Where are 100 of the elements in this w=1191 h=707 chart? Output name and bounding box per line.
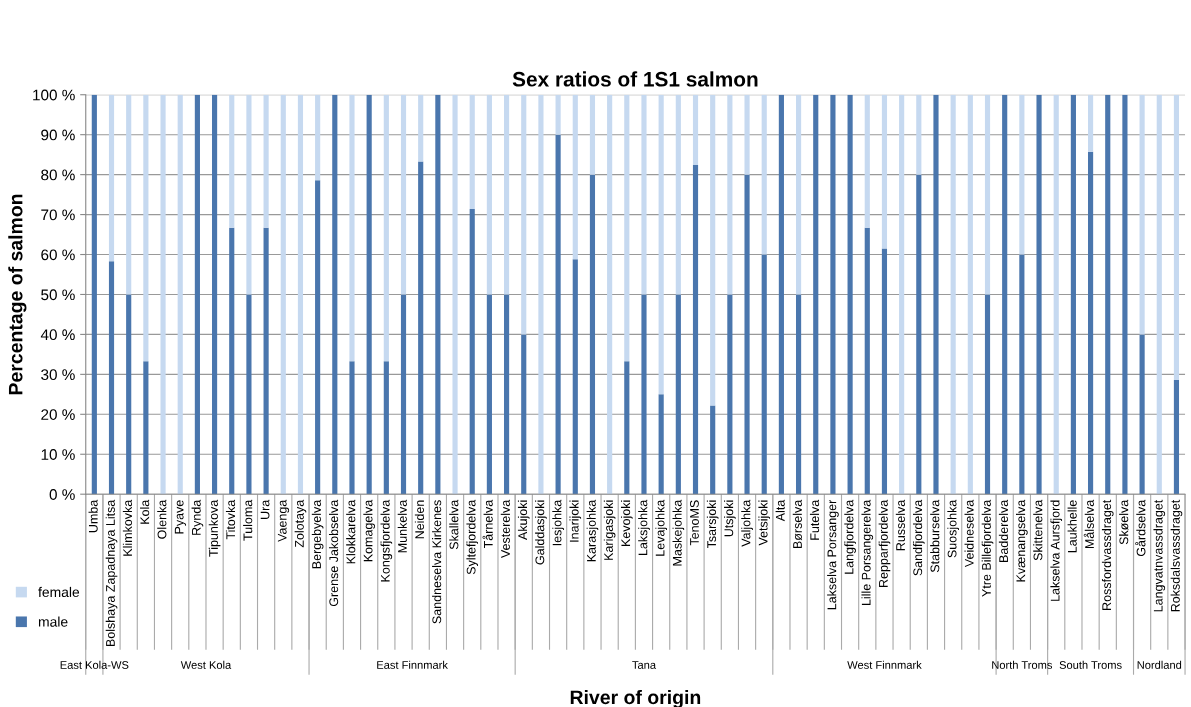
bar (744, 174, 750, 495)
bar (435, 94, 441, 495)
bar (108, 261, 115, 495)
bar (1002, 94, 1008, 495)
bar (486, 294, 492, 495)
x-tick-label: Laukhelle (1067, 500, 1077, 553)
bar (143, 94, 149, 362)
x-tick-label: Ytre Billefjordelva (981, 499, 994, 597)
bar (1139, 334, 1145, 495)
bar (108, 94, 115, 262)
y-tick-label: 70 % (41, 209, 75, 221)
x-tick-label: Sandneselva Kirkenes (432, 500, 442, 624)
bar (1173, 379, 1180, 495)
x-tick-label: Badderelva (998, 499, 1009, 562)
x-tick-label: Valjohka (741, 499, 753, 547)
bar (881, 248, 888, 495)
x-tick-label: Neiden (414, 500, 425, 539)
bar (212, 94, 218, 495)
bar (933, 94, 939, 495)
bar (1156, 94, 1162, 495)
bar (984, 94, 991, 295)
x-tick-label: Olenka (157, 499, 167, 539)
bar (263, 227, 269, 495)
text: North Troms (992, 660, 1053, 669)
text: South Troms (1059, 660, 1122, 669)
x-tick-label: Vaenga (277, 499, 290, 542)
bar (555, 94, 561, 135)
bar (246, 294, 252, 495)
x-tick-label: Akujoki (517, 500, 530, 541)
y-tick-label: 0 % (49, 489, 75, 500)
x-tick-label: Inarijoki (569, 500, 582, 542)
bar (418, 161, 424, 495)
bar (710, 94, 716, 406)
x-tick-label: Skøelva (1119, 499, 1129, 545)
y-axis-title: Percentage of salmon (8, 194, 27, 395)
x-tick-label: Komagelva (363, 499, 375, 562)
bar (589, 174, 596, 495)
bar (641, 294, 647, 495)
bar (315, 94, 321, 181)
bar (1122, 94, 1128, 495)
x-tick-label: Tsarsjoki (706, 500, 719, 549)
x-tick-label: Klimkovka (122, 499, 133, 556)
x-tick-label: Langfjordelva (844, 499, 856, 574)
text: Nordland (1137, 660, 1182, 669)
bar (504, 294, 510, 495)
x-tick-label: Galddasjoki (535, 500, 547, 565)
bar (796, 94, 802, 295)
x-tick-label: Grense Jakobselva (328, 499, 339, 607)
x-tick-label: Maskejohka (672, 499, 685, 566)
bar (177, 94, 183, 495)
bar (967, 94, 973, 495)
x-tick-label: Klokkarelva (346, 499, 356, 564)
legend-label: female (38, 586, 80, 598)
bar (452, 94, 458, 495)
bar (229, 94, 235, 228)
x-tick-label: Karigasjoki (603, 500, 616, 560)
bar (916, 94, 922, 175)
x-tick-label: Umba (88, 499, 98, 533)
y-tick-label: 20 % (41, 409, 75, 420)
bar (383, 94, 389, 362)
x-tick-label: Veidneselva (964, 499, 974, 568)
bar (160, 94, 166, 495)
bar (572, 94, 578, 260)
bar (486, 94, 492, 295)
bar (469, 94, 475, 209)
x-tick-label: Lakselva Porsanger (827, 499, 839, 610)
x-tick-label: Lakselva Aursfjord (1050, 500, 1063, 601)
x-tick-label: Kvænangselva (1016, 499, 1028, 582)
text: East Kola-WS (60, 660, 129, 669)
bar (246, 94, 252, 295)
bar (761, 254, 767, 495)
x-tick-label: Titovka (225, 499, 236, 540)
x-tick-label: Utsjoki (724, 500, 736, 537)
bar (658, 394, 664, 495)
text: West Kola (180, 660, 232, 669)
bar (280, 94, 286, 495)
text: East Finnmark (377, 660, 448, 669)
x-tick-label: Skallelva (449, 499, 459, 550)
x-tick-label: Russelva (895, 499, 905, 551)
x-tick-label: Vetsijoki (758, 500, 771, 546)
bar (572, 259, 578, 495)
x-tick-label: Karasjohka (586, 499, 599, 562)
bar (744, 94, 750, 175)
bar (194, 94, 200, 495)
bar (864, 94, 870, 228)
bar (710, 405, 716, 495)
bar (229, 227, 235, 495)
x-tick-label: Levajohka (655, 499, 667, 556)
bar (521, 94, 527, 335)
x-tick-label: Kevojoki (620, 500, 633, 546)
bar (607, 94, 613, 495)
x-tick-label: Stabburselva (930, 499, 940, 573)
bar (624, 361, 630, 495)
x-tick-label: Laksjohka (638, 499, 650, 556)
bar (692, 165, 699, 495)
bar (521, 334, 527, 495)
bar (813, 94, 819, 495)
x-tick-label: TenoMS (690, 500, 699, 546)
y-tick-label: 10 % (41, 449, 75, 460)
bar (881, 94, 888, 249)
